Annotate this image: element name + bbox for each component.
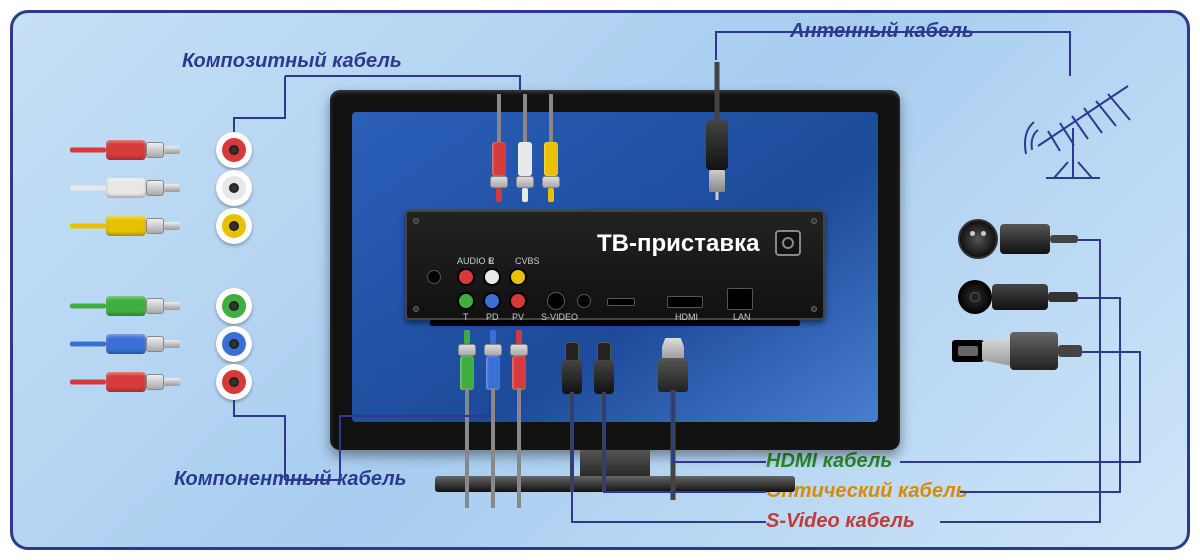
stb-hdmi — [667, 296, 703, 308]
stb-screw — [413, 306, 419, 312]
stb-coax — [775, 230, 801, 256]
rca-jack-composite-w — [216, 170, 252, 206]
label-composite: Композитный кабель — [182, 50, 402, 73]
rca-h-component-g — [70, 296, 180, 316]
rca-plug-component-r — [510, 330, 528, 390]
svideo-connector-icon — [958, 218, 1078, 260]
svideo-plug — [562, 332, 582, 394]
stb-mini-port — [607, 298, 635, 306]
hdmi-connector-icon — [952, 330, 1082, 372]
rca-h-composite-y — [70, 216, 180, 236]
rca-jack-composite-r — [216, 132, 252, 168]
stb-power-jack — [427, 270, 441, 284]
rca-plug-component-g — [458, 330, 476, 390]
optical-connector-icon — [958, 276, 1078, 318]
set-top-box: ТВ-приставка AUDIO R L CVBS T PD PV S-VI… — [405, 210, 825, 320]
label-hdmi: HDMI кабель — [766, 450, 892, 473]
rca-h-component-b — [70, 334, 180, 354]
stb-rca-y — [457, 292, 475, 310]
stb-screw — [413, 218, 419, 224]
stb-rca-pb — [483, 292, 501, 310]
rca-h-composite-r — [70, 140, 180, 160]
rca-jack-component-g — [216, 288, 252, 324]
label-optical: Оптический кабель — [766, 480, 968, 503]
port-label-audio-l: L — [489, 256, 494, 266]
stb-base — [430, 320, 800, 326]
rca-jack-component-r — [216, 364, 252, 400]
tv-stand-base — [435, 476, 795, 492]
rca-jack-composite-y — [216, 208, 252, 244]
rca-h-component-r — [70, 372, 180, 392]
stb-screw — [811, 306, 817, 312]
rca-plug-composite-r — [490, 142, 508, 202]
hdmi-plug — [658, 332, 688, 392]
stb-lan — [727, 288, 753, 310]
antenna-plug — [706, 120, 728, 200]
stb-svideo — [547, 292, 565, 310]
label-antenna: Антенный кабель — [790, 20, 974, 43]
stb-rca-pr — [509, 292, 527, 310]
rca-plug-component-b — [484, 330, 502, 390]
label-svideo: S-Video кабель — [766, 510, 915, 533]
stb-rca-cvbs — [509, 268, 527, 286]
optical-plug — [594, 332, 614, 394]
rca-h-composite-w — [70, 178, 180, 198]
label-component: Компонентный кабель — [174, 468, 407, 491]
rca-jack-component-b — [216, 326, 252, 362]
rca-plug-composite-w — [516, 142, 534, 202]
stb-screw — [811, 218, 817, 224]
stb-title: ТВ-приставка — [597, 230, 759, 258]
rca-plug-composite-y — [542, 142, 560, 202]
port-label-cvbs: CVBS — [515, 256, 540, 266]
antenna-icon — [1008, 76, 1148, 186]
stb-optical — [577, 294, 591, 308]
stb-rca-audio-l — [483, 268, 501, 286]
stb-rca-audio-r — [457, 268, 475, 286]
